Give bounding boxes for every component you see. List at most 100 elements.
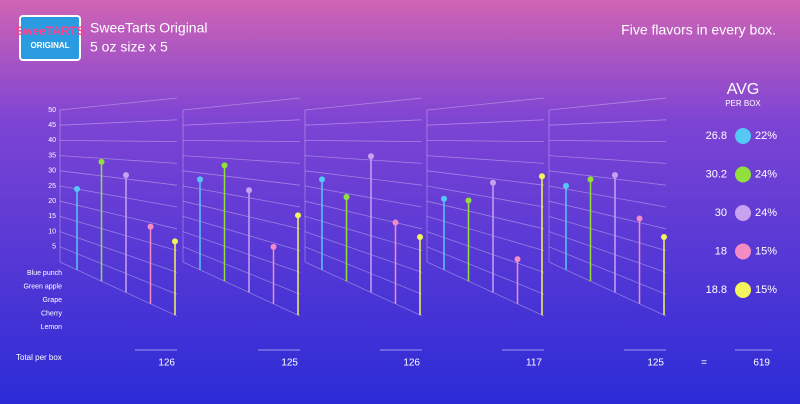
grid-line (182, 97, 301, 111)
avg-dot (735, 282, 751, 298)
box-total: 126 (158, 358, 175, 369)
avg-share: 24% (755, 168, 777, 180)
lollipop-head (343, 193, 350, 200)
grid-line (304, 231, 423, 273)
lollipop-head (172, 238, 178, 245)
baseline (59, 261, 178, 317)
y-tick-label: 35 (48, 152, 56, 159)
grid-line (59, 97, 178, 111)
grid-line (182, 246, 301, 295)
box-total: 125 (647, 358, 664, 369)
grid-line (59, 200, 178, 230)
lollipop-head (612, 172, 618, 179)
baseline (548, 261, 667, 317)
legend-label: Grape (43, 297, 63, 304)
lollipop-head (123, 172, 129, 179)
avg-dot (735, 243, 751, 260)
grid-line (304, 119, 423, 126)
logo-text: ORIGINAL (30, 41, 69, 50)
avg-share: 15% (755, 245, 777, 257)
grid-line (426, 119, 545, 126)
grid-line (59, 119, 178, 126)
avg-dot (735, 166, 751, 183)
grid-line (304, 200, 423, 230)
grid-line (182, 119, 301, 126)
legend-label: Green apple (23, 283, 62, 290)
grid-line (304, 97, 423, 111)
grid-line (426, 200, 545, 230)
lollipop-head (221, 162, 228, 169)
lollipop-head (147, 223, 154, 230)
lollipop-head (295, 212, 301, 219)
equals: = (701, 358, 707, 369)
grid-line (548, 246, 667, 295)
lollipop-head (441, 195, 447, 202)
logo-box (19, 15, 81, 61)
lollipop-head (74, 186, 80, 193)
lollipop-head (246, 187, 252, 194)
box-total: 126 (403, 358, 420, 369)
avg-value: 26.8 (706, 130, 727, 142)
grid-line (426, 155, 545, 164)
lollipop-head (661, 234, 667, 241)
grid-line (59, 140, 178, 142)
grid-line (426, 185, 545, 208)
grid-line (548, 97, 667, 111)
annotation: Five flavors in every box. (621, 22, 776, 38)
y-tick-label: 30 (48, 168, 56, 175)
avg-dot (735, 128, 751, 144)
avg-share: 15% (755, 284, 777, 296)
grid-line (304, 170, 423, 186)
lollipop-head (539, 173, 545, 180)
legend-label: Cherry (41, 310, 63, 317)
avg-value: 30.2 (706, 168, 727, 180)
lollipop-head (514, 256, 521, 263)
grid-line (426, 231, 545, 273)
grid-line (548, 216, 667, 251)
grid-line (304, 185, 423, 208)
grid-line (548, 140, 667, 142)
logo: SweeTARTS ORIGINAL (15, 15, 85, 61)
y-tick-label: 5 (52, 244, 56, 251)
grid-line (182, 231, 301, 273)
grid-line (426, 140, 545, 142)
avg-value: 18.8 (706, 284, 727, 296)
avg-share: 22% (755, 130, 777, 142)
lollipop-head (392, 219, 399, 226)
lollipop-head (98, 158, 105, 165)
grid-line (182, 155, 301, 164)
grid-line (548, 200, 667, 230)
y-tick-label: 25 (48, 183, 56, 190)
grid-line (426, 246, 545, 295)
grid-line (182, 216, 301, 251)
lollipop-head (319, 176, 325, 183)
y-tick-label: 20 (48, 198, 56, 205)
box-total: 117 (526, 358, 542, 369)
avg-subtitle: PER BOX (725, 99, 761, 108)
y-tick-label: 15 (48, 213, 56, 220)
lollipop-head (563, 182, 569, 189)
baseline (426, 261, 545, 317)
avg-dot (735, 205, 751, 221)
grid-line (548, 155, 667, 164)
y-tick-label: 50 (48, 107, 56, 114)
grid-line (426, 170, 545, 186)
grid-line (304, 246, 423, 295)
grid-line (59, 170, 178, 186)
lollipop-head (490, 179, 496, 186)
grid-line (182, 185, 301, 208)
title: SweeTarts Original (90, 20, 208, 36)
grid-line (182, 200, 301, 230)
grid-line (426, 216, 545, 251)
y-tick-label: 10 (48, 228, 56, 235)
totals-label: Total per box (16, 353, 62, 362)
grid-line (59, 246, 178, 295)
lollipop-head (636, 215, 643, 222)
grid-line (182, 140, 301, 142)
logo-text: SweeTARTS (15, 24, 85, 38)
grid-line (548, 185, 667, 208)
grid-line (59, 231, 178, 273)
avg-title: AVG (727, 81, 760, 98)
